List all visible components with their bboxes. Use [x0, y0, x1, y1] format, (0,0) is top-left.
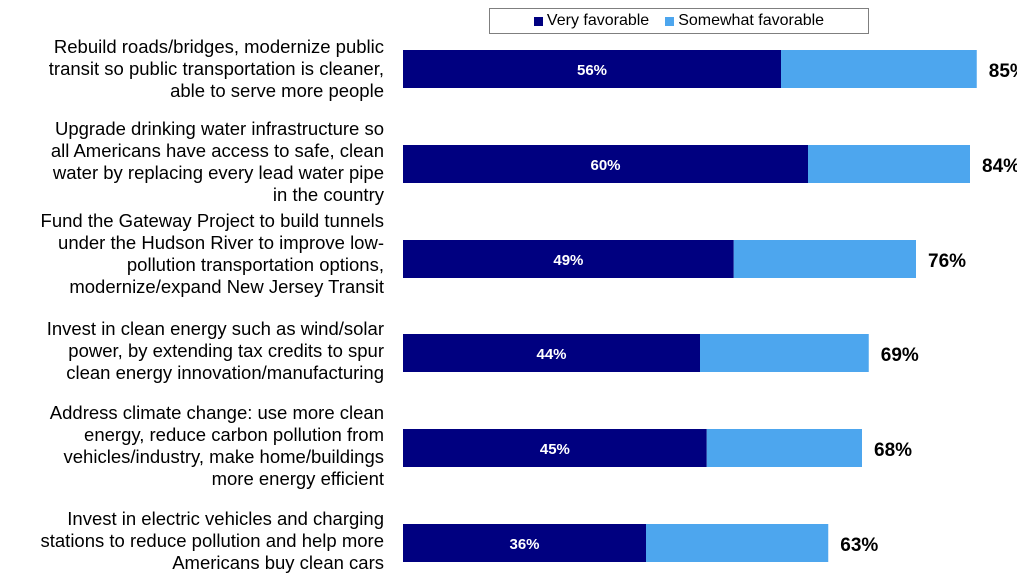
total-label: 85%	[989, 61, 1017, 82]
total-label: 68%	[874, 440, 912, 461]
category-label: Upgrade drinking water infrastructure so…	[0, 118, 384, 206]
bar-label-very-favorable: 60%	[590, 157, 620, 174]
category-label-line: Fund the Gateway Project to build tunnel…	[40, 210, 384, 231]
bar-very-favorable	[403, 50, 781, 88]
bar-somewhat-favorable	[706, 429, 862, 467]
category-label-line: clean energy innovation/manufacturing	[66, 362, 384, 383]
category-label-line: transit so public transportation is clea…	[48, 58, 384, 79]
bar-label-very-favorable: 45%	[540, 441, 570, 458]
bar-somewhat-favorable	[808, 145, 970, 183]
legend-label-somewhat-favorable: Somewhat favorable	[678, 12, 825, 29]
category-label-line: Address climate change: use more clean	[49, 402, 384, 423]
category-label-line: pollution transportation options,	[126, 254, 384, 275]
category-label-line: power, by extending tax credits to spur	[68, 340, 384, 361]
total-label: 76%	[928, 251, 966, 272]
bar-label-very-favorable: 36%	[509, 536, 539, 553]
legend-swatch-somewhat-favorable	[665, 16, 675, 26]
category-label-line: more energy efficient	[211, 468, 384, 489]
category-label-line: Americans buy clean cars	[172, 552, 384, 573]
bar-label-very-favorable: 44%	[536, 346, 566, 363]
total-label: 63%	[840, 535, 878, 556]
category-label: Rebuild roads/bridges, modernize public t…	[0, 36, 384, 102]
legend-label-very-favorable: Very favorable	[546, 12, 650, 29]
category-label-line: Upgrade drinking water infrastructure so	[54, 118, 384, 139]
legend-swatch-very-favorable	[533, 16, 543, 26]
category-label: Fund the Gateway Project to build tunnel…	[0, 210, 384, 298]
legend-item-somewhat-favorable: Somewhat favorable	[665, 12, 824, 30]
bar-very-favorable	[403, 240, 734, 278]
category-label: Invest in clean energy such as wind/sola…	[0, 318, 384, 384]
bar-somewhat-favorable	[646, 524, 829, 562]
category-label-line: able to serve more people	[170, 80, 384, 101]
category-label-line: Invest in clean energy such as wind/sola…	[46, 318, 384, 339]
category-label-line: modernize/expand New Jersey Transit	[69, 276, 384, 297]
category-label-line: stations to reduce pollution and help mo…	[40, 530, 385, 551]
bar-label-very-favorable: 56%	[577, 62, 607, 79]
bar-very-favorable	[403, 429, 707, 467]
bar-very-favorable	[403, 145, 808, 183]
bar-very-favorable	[403, 524, 646, 562]
category-label: Invest in electric vehicles and charging…	[0, 508, 385, 574]
bar-label-very-favorable: 49%	[553, 252, 583, 269]
bar-very-favorable	[403, 334, 700, 372]
category-label-line: in the country	[272, 184, 384, 205]
total-label: 84%	[982, 156, 1017, 177]
total-label: 69%	[881, 345, 919, 366]
category-label-line: vehicles/industry, make home/buildings	[63, 446, 384, 467]
bar-somewhat-favorable	[781, 50, 977, 88]
category-label-line: Rebuild roads/bridges, modernize public	[53, 36, 384, 57]
legend-item-very-favorable: Very favorable	[533, 12, 650, 30]
category-label: Address climate change: use more clean en…	[0, 402, 384, 490]
category-label-line: all Americans have access to safe, clean	[50, 140, 384, 161]
category-label-line: energy, reduce carbon pollution from	[84, 424, 384, 445]
bar-somewhat-favorable	[700, 334, 869, 372]
category-label-line: Invest in electric vehicles and charging	[67, 508, 384, 529]
bar-somewhat-favorable	[733, 240, 916, 278]
category-label-line: water by replacing every lead water pipe	[52, 162, 384, 183]
legend: Very favorable Somewhat favorable	[489, 8, 869, 34]
category-label-line: under the Hudson River to improve low-	[58, 232, 384, 253]
